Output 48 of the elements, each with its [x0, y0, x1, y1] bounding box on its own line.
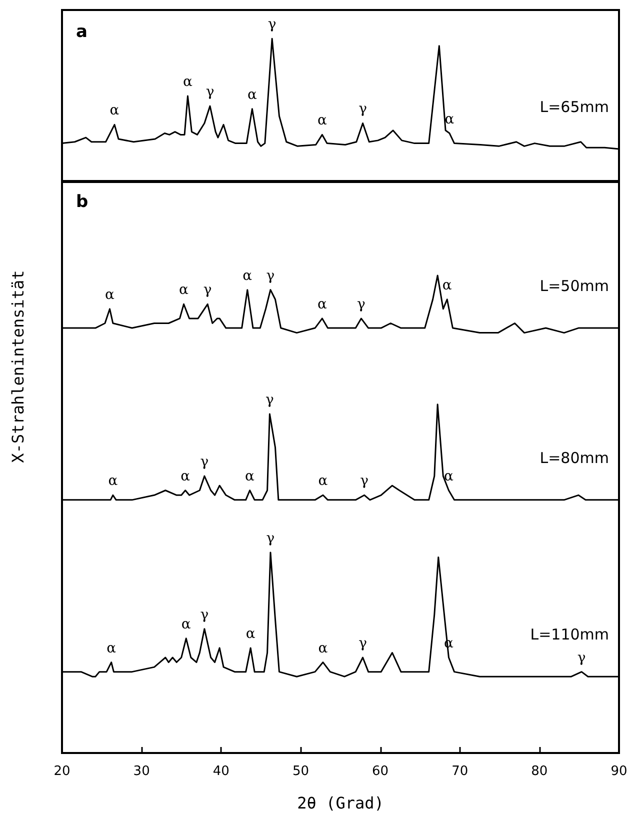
annotation: α [180, 468, 191, 484]
annotation: α [108, 473, 118, 490]
annotation: γ [200, 606, 209, 623]
annotation: γ [268, 16, 276, 33]
x-tick-label: 40 [212, 764, 230, 779]
annotation: α [179, 282, 190, 298]
annotation: γ [266, 530, 275, 546]
x-tick-label: 50 [292, 764, 309, 779]
x-tick-label: 70 [452, 764, 468, 779]
x-tick-label: 60 [372, 764, 389, 779]
text: L=110mm [530, 626, 609, 644]
annotation: a [76, 22, 88, 42]
annotation: α [246, 626, 256, 642]
annotation: α [247, 86, 258, 103]
annotation: α [181, 616, 192, 632]
annotation: α [317, 296, 328, 312]
text: L=80mm [540, 448, 609, 467]
annotation: α [105, 286, 116, 303]
annotation: α [442, 277, 452, 294]
x-tick-label: 80 [531, 764, 548, 779]
x-tick-label: 90 [610, 764, 628, 779]
annotation: α [106, 640, 117, 656]
annotation: γ [200, 454, 209, 470]
series-label: L=65mm [540, 98, 609, 116]
annotation: γ [203, 282, 212, 298]
annotation: α [245, 468, 256, 484]
annotation: γ [265, 392, 274, 408]
x-tick-label: 20 [54, 764, 70, 779]
text: b [76, 192, 88, 212]
annotation: γ [358, 636, 367, 652]
annotation: α [444, 468, 454, 484]
annotation: α [242, 268, 253, 284]
annotation: γ [358, 101, 367, 118]
annotation: γ [357, 296, 366, 312]
annotation: α [318, 473, 328, 490]
annotation: γ [266, 268, 275, 284]
annotation: γ [577, 650, 586, 666]
y-axis-title: X-Strahlenintensität [8, 270, 28, 463]
x-tick-label: 30 [133, 764, 150, 779]
annotation: α [318, 640, 328, 656]
text: L=50mm [540, 277, 609, 296]
annotation: α [182, 74, 193, 90]
x-axis-title: 2θ (Grad) [297, 794, 384, 812]
annotation: γ [206, 84, 214, 100]
annotation: γ [360, 473, 369, 490]
annotation: α [317, 112, 328, 129]
annotation: α [444, 111, 455, 128]
annotation: α [110, 102, 120, 119]
